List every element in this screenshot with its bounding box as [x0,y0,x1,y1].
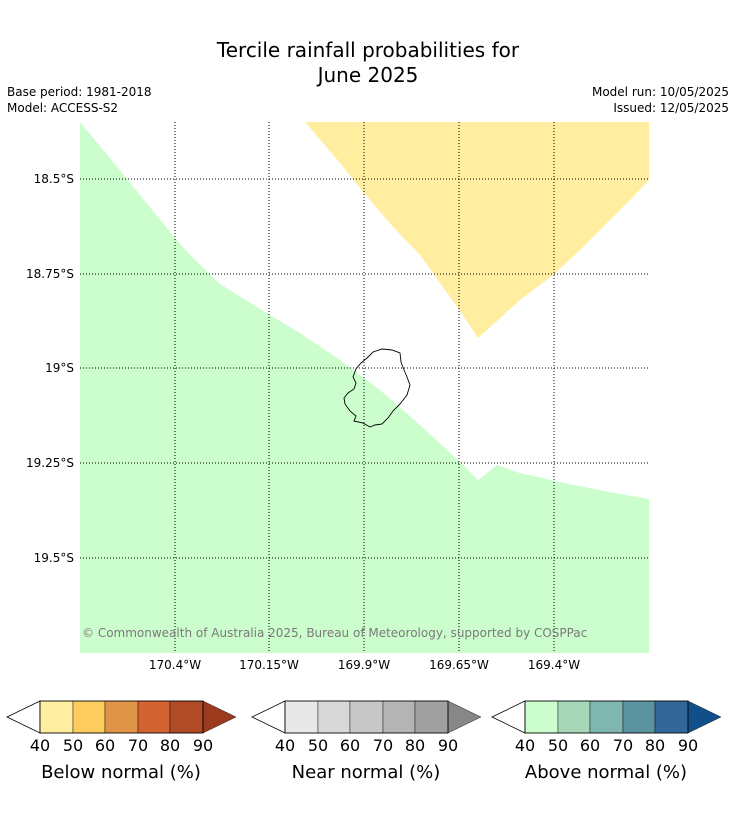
cb-tick: 80 [404,736,426,755]
cb-swatch [284,700,319,734]
cb-tick: 70 [372,736,394,755]
lon-label: 170.15°W [239,658,299,672]
lat-label: 18.75°S [26,267,74,281]
cb-frame [524,700,689,734]
cb-tick: 90 [192,736,214,755]
cb-over-arrow [447,700,482,734]
model-run: Model run: 10/05/2025 [591,85,729,99]
chart-title: Tercile rainfall probabilities for June … [0,38,736,88]
cb-swatch [414,700,449,734]
cb-under-arrow [491,700,526,734]
lat-label: 19.25°S [26,456,74,470]
cb-swatch [382,700,416,734]
lat-label: 18.5°S [33,172,74,186]
cb-frame [284,700,449,734]
cb-swatch [317,700,351,734]
cb-frame [39,700,204,734]
cb-tick: 70 [612,736,634,755]
cb-under-arrow [251,700,286,734]
cb-tick: 40 [274,736,296,755]
below-normal-region [305,122,649,338]
cb-swatch [169,700,204,734]
cb-swatch [39,700,74,734]
cb-swatch [137,700,171,734]
cb-tick: 80 [644,736,666,755]
model-name: Model: ACCESS-S2 [7,101,119,115]
cb-tick: 60 [579,736,601,755]
cb-tick: 90 [437,736,459,755]
colorbar-label-above: Above normal (%) [524,762,688,783]
lat-label: 19.5°S [33,551,74,565]
cb-tick: 50 [62,736,84,755]
above-normal-region [80,122,649,653]
colorbar-label-near: Near normal (%) [291,762,441,783]
meta-left: Base period: 1981-2018 Model: ACCESS-S2 [7,84,152,116]
title-line-2: June 2025 [317,63,419,87]
cb-tick: 40 [514,736,536,755]
lon-label: 169.65°W [429,658,489,672]
map-panel [80,122,649,653]
title-line-1: Tercile rainfall probabilities for [216,38,520,62]
colorbar-near [251,700,482,734]
cb-swatch [654,700,689,734]
cb-swatch [349,700,384,734]
cb-tick: 90 [677,736,699,755]
cb-over-arrow [202,700,237,734]
cb-swatch [557,700,591,734]
cb-tick: 60 [94,736,116,755]
cb-swatch [589,700,624,734]
lon-label: 169.9°W [337,658,391,672]
cb-swatch [72,700,106,734]
cb-swatch [104,700,139,734]
lon-label: 170.4°W [148,658,202,672]
cb-tick: 40 [29,736,51,755]
meta-right: Model run: 10/05/2025 Issued: 12/05/2025 [592,84,729,116]
base-period: Base period: 1981-2018 [7,85,152,99]
issued-date: Issued: 12/05/2025 [613,101,729,115]
colorbar-below [6,700,237,734]
copyright-notice: © Commonwealth of Australia 2025, Bureau… [82,626,588,640]
colorbar-above [491,700,722,734]
cb-tick: 70 [127,736,149,755]
cb-tick: 60 [339,736,361,755]
cb-tick: 50 [307,736,329,755]
cb-tick: 80 [159,736,181,755]
lat-label: 19°S [45,361,74,375]
cb-swatch [622,700,656,734]
cb-over-arrow [687,700,722,734]
grid-lines [80,122,649,653]
colorbar-label-below: Below normal (%) [41,762,201,783]
cb-swatch [524,700,559,734]
cb-tick: 50 [547,736,569,755]
lon-label: 169.4°W [527,658,581,672]
cb-under-arrow [6,700,41,734]
island-outline [343,348,411,428]
